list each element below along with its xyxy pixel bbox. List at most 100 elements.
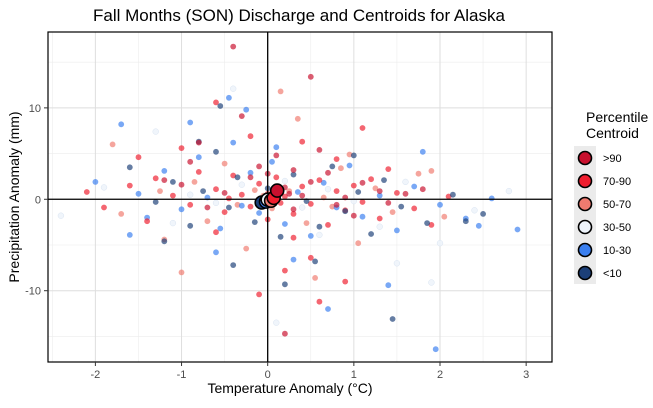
data-point-30-50 (100, 184, 108, 191)
data-point-gt90 (402, 190, 409, 197)
data-point-gt90 (385, 200, 392, 206)
data-point-gt90 (282, 330, 288, 337)
x-tick-label: 3 (523, 369, 529, 381)
data-point-50-70 (415, 170, 422, 177)
data-point-70-90 (144, 218, 151, 225)
data-point-50-70 (234, 201, 241, 208)
x-tick-label: 1 (351, 369, 357, 381)
data-point-10-30 (126, 232, 133, 238)
data-point-10-30 (118, 121, 125, 128)
data-point-70-90 (299, 183, 306, 190)
data-point-gt90 (316, 147, 323, 153)
data-point-70-90 (411, 205, 418, 212)
data-point-50-70 (251, 187, 258, 194)
data-point-30-50 (187, 191, 194, 198)
x-tick-label: -1 (177, 369, 187, 381)
data-point-30-50 (57, 212, 65, 219)
data-point-10-30 (135, 190, 142, 197)
data-point-70-90 (299, 138, 306, 145)
data-point-70-90 (290, 234, 297, 241)
legend-label: 10-30 (603, 245, 631, 257)
data-point-70-90 (359, 199, 366, 205)
legend-label: <10 (603, 268, 622, 280)
data-point-30-50 (212, 199, 220, 207)
data-point-lt10 (450, 191, 456, 198)
data-point-30-50 (402, 178, 409, 186)
legend-key (577, 150, 593, 166)
data-point-lt10 (277, 233, 284, 240)
data-point-70-90 (178, 145, 185, 152)
y-tick-label: 0 (35, 194, 41, 206)
legend-label: 30-50 (603, 222, 631, 234)
data-point-30-50 (273, 319, 280, 326)
legend-key (577, 219, 593, 235)
data-point-lt10 (329, 163, 336, 170)
data-point-70-90 (385, 166, 392, 173)
data-point-lt10 (424, 220, 430, 227)
data-point-gt90 (376, 188, 383, 195)
data-point-30-50 (230, 85, 237, 92)
data-point-lt10 (170, 179, 176, 185)
data-point-lt10 (126, 164, 133, 171)
data-point-70-90 (333, 188, 340, 195)
data-point-gt90 (286, 190, 293, 197)
data-point-lt10 (342, 208, 349, 215)
data-point-70-90 (187, 201, 194, 208)
data-point-70-90 (307, 201, 314, 207)
data-point-50-70 (355, 240, 362, 247)
data-point-50-70 (157, 188, 163, 195)
data-point-gt90 (333, 201, 340, 208)
data-point-70-90 (126, 182, 133, 189)
data-point-10-30 (269, 158, 275, 165)
data-point-50-70 (109, 141, 116, 148)
data-point-gt90 (273, 152, 280, 159)
data-point-30-50 (152, 128, 159, 135)
y-tick-label: 10 (29, 103, 41, 115)
data-point-70-90 (368, 176, 374, 183)
legend-title-line-2: Centroid (586, 125, 639, 141)
data-point-30-50 (505, 187, 513, 195)
data-point-gt90 (299, 192, 306, 199)
data-point-10-30 (419, 148, 426, 155)
data-point-70-90 (282, 267, 288, 274)
legend: Percentile Centroid >90 70-90 50-70 30-50 10… (574, 109, 648, 284)
legend-label: 70-90 (603, 176, 631, 188)
data-point-70-90 (342, 278, 349, 285)
data-point-70-90 (325, 222, 331, 228)
data-point-50-70 (221, 160, 228, 167)
data-point-50-70 (441, 213, 448, 220)
data-point-lt10 (213, 148, 219, 155)
data-point-10-30 (92, 179, 99, 185)
data-point-gt90 (178, 181, 185, 188)
data-point-gt90 (290, 206, 297, 213)
data-point-30-50 (281, 177, 289, 185)
data-point-70-90 (238, 191, 245, 198)
data-point-gt90 (195, 139, 202, 146)
data-point-10-30 (320, 179, 327, 186)
data-point-50-70 (312, 275, 318, 281)
data-point-lt10 (200, 188, 207, 195)
data-point-gt90 (350, 212, 357, 219)
data-point-50-70 (118, 211, 125, 217)
data-point-lt10 (290, 171, 297, 178)
data-point-gt90 (230, 43, 237, 50)
data-point-70-90 (135, 154, 142, 161)
data-point-10-30 (307, 233, 314, 239)
data-point-30-50 (316, 231, 323, 239)
data-point-10-30 (394, 227, 400, 234)
data-point-70-90 (350, 182, 357, 189)
data-point-50-70 (191, 179, 198, 185)
legend-key (577, 196, 593, 212)
data-point-10-30 (514, 226, 521, 233)
data-point-70-90 (83, 189, 90, 195)
data-point-50-70 (178, 269, 185, 276)
data-point-lt10 (230, 262, 237, 268)
data-point-10-30 (346, 162, 353, 169)
data-point-70-90 (247, 133, 254, 140)
data-point-gt90 (204, 204, 211, 211)
data-point-lt10 (462, 218, 469, 225)
data-point-30-50 (393, 260, 401, 267)
data-point-30-50 (436, 240, 444, 247)
data-point-gt90 (238, 113, 245, 119)
